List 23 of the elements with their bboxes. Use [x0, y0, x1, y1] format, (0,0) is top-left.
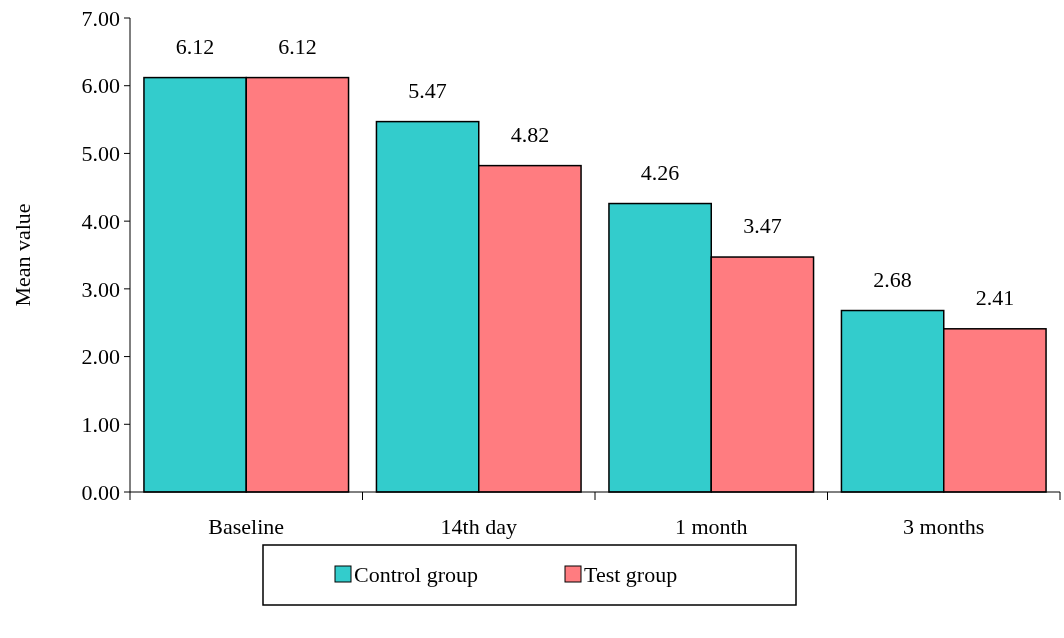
x-tick-label: Baseline [208, 514, 285, 539]
legend-label: Test group [584, 561, 678, 587]
y-tick-label: 6.00 [81, 73, 120, 99]
x-tick-label: 3 months [903, 514, 985, 539]
data-label: 3.47 [743, 213, 782, 239]
x-tick-label: 14th day [440, 514, 517, 539]
data-label: 5.47 [408, 77, 447, 103]
y-tick-label: 5.00 [81, 141, 120, 167]
data-label: 6.12 [175, 33, 215, 59]
y-tick-label: 1.00 [81, 411, 120, 437]
data-label: 4.82 [510, 121, 550, 147]
data-label: 2.41 [975, 284, 1015, 310]
data-label: 2.68 [873, 266, 912, 292]
y-tick-label: 0.00 [81, 479, 120, 505]
data-label: 4.26 [640, 159, 680, 185]
data-label: 6.12 [278, 33, 317, 59]
legend-label: Control group [354, 561, 479, 587]
x-tick-label: 1 month [674, 514, 748, 539]
y-tick-label: 2.00 [81, 344, 120, 370]
y-tick-label: 7.00 [81, 5, 120, 31]
y-axis-title: Mean value [10, 203, 35, 307]
y-tick-label: 3.00 [81, 276, 120, 302]
y-tick-label: 4.00 [81, 208, 120, 234]
